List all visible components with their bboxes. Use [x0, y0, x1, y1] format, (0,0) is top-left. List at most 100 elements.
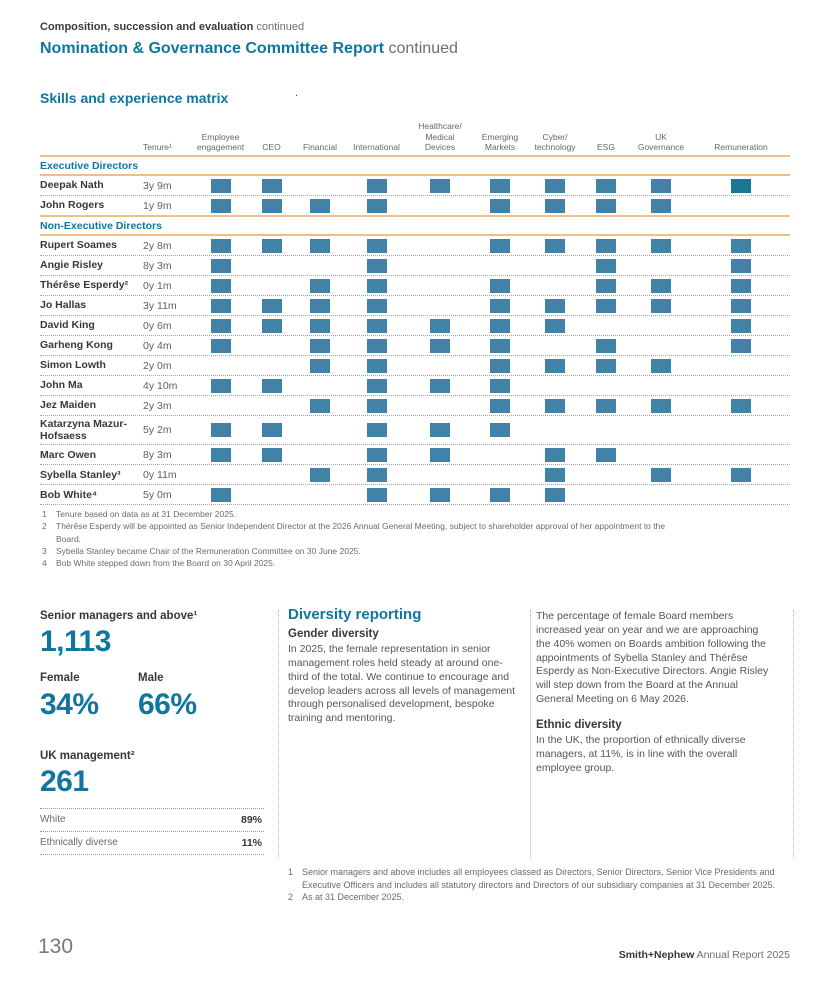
skill-mark-cell	[472, 338, 528, 353]
skill-mark-cell	[248, 238, 295, 253]
skill-mark-cell	[472, 198, 528, 213]
skill-mark	[430, 178, 450, 193]
director-name: Simon Lowth	[40, 359, 106, 372]
senior-managers-label: Senior managers and above¹	[40, 610, 198, 622]
ethnicity-value: 11%	[241, 836, 262, 849]
skill-mark-cell	[528, 358, 582, 373]
ethnic-diversity-text: In the UK, the proportion of ethnically …	[536, 734, 746, 774]
skill-mark	[430, 318, 450, 333]
skill-mark-cell	[472, 318, 528, 333]
skill-mark-cell	[472, 298, 528, 313]
matrix-footnote: 1 Tenure based on data as at 31 December …	[42, 508, 702, 520]
skill-mark-cell	[472, 178, 528, 193]
matrix-footnote: 2 Thérêse Esperdy will be appointed as Se…	[42, 520, 702, 545]
skill-mark	[210, 487, 231, 502]
skill-mark	[731, 298, 751, 313]
skill-mark-cell	[345, 258, 408, 273]
footnote-text: Senior managers and above includes all e…	[302, 867, 776, 890]
column-header-tenure: Tenure¹	[143, 142, 172, 152]
skill-mark	[490, 378, 510, 393]
ethnicity-label: Ethnically diverse	[40, 837, 118, 848]
ethnicity-row: White 89%	[40, 807, 264, 831]
skill-mark	[545, 178, 565, 193]
skill-mark-cell	[582, 298, 630, 313]
skill-mark-cell	[692, 338, 790, 353]
skill-mark	[210, 338, 231, 353]
skill-mark-cell	[582, 447, 630, 462]
skill-mark	[430, 338, 450, 353]
skill-mark	[490, 298, 510, 313]
director-tenure: 2y 8m	[143, 239, 172, 252]
stray-dot: .	[295, 87, 299, 99]
skill-mark	[210, 198, 231, 213]
matrix-row: John Ma 4y 10m	[40, 376, 790, 396]
column-header-skill-0: Employee engagement	[196, 131, 245, 152]
skill-mark	[545, 398, 565, 413]
skill-mark-cell	[528, 398, 582, 413]
column-header-skill-1: CEO	[262, 141, 281, 152]
board-diversity-text: The percentage of female Board members i…	[536, 610, 769, 706]
skill-mark-cell	[528, 238, 582, 253]
skill-mark-cell	[345, 278, 408, 293]
skill-mark-cell	[692, 278, 790, 293]
skill-mark	[545, 487, 565, 502]
skill-mark	[210, 238, 231, 253]
skill-mark	[261, 378, 282, 393]
skill-mark	[596, 238, 616, 253]
skill-mark-cell	[472, 487, 528, 502]
footnote-number: 2	[42, 521, 47, 532]
skill-mark-cell	[345, 318, 408, 333]
skill-mark-cell	[248, 318, 295, 333]
ethnicity-row: Ethnically diverse 11%	[40, 830, 264, 855]
skill-mark	[490, 178, 510, 193]
matrix-header-row: Tenure¹ Employee engagement CEO Financial In…	[40, 112, 790, 157]
skill-mark-cell	[582, 398, 630, 413]
skill-mark-cell	[582, 238, 630, 253]
skill-mark-cell	[248, 178, 295, 193]
skill-mark-cell	[345, 378, 408, 393]
skill-mark	[651, 358, 671, 373]
skill-mark-cell	[295, 238, 345, 253]
matrix-heading: Skills and experience matrix	[40, 90, 229, 106]
skill-mark-cell	[472, 358, 528, 373]
skill-mark-cell	[345, 423, 408, 438]
skill-mark-cell	[582, 358, 630, 373]
matrix-row: Garheng Kong 0y 4m	[40, 336, 790, 356]
skill-mark	[366, 338, 387, 353]
footnote-number: 4	[42, 558, 47, 569]
skill-mark-cell	[248, 298, 295, 313]
gender-split: Female 34% Male 66%	[40, 672, 264, 721]
ethnic-diversity-heading: Ethnic diversity	[536, 719, 622, 732]
skill-mark-cell	[248, 423, 295, 438]
footnote-text: Sybella Stanley became Chair of the Remu…	[56, 545, 361, 556]
column-header-skill-8: UK Governance	[637, 131, 685, 152]
skill-mark-cell	[295, 358, 345, 373]
director-name: Thérêse Esperdy²	[40, 279, 129, 292]
director-tenure: 5y 2m	[143, 424, 172, 437]
skill-mark-cell	[193, 318, 248, 333]
column-divider-right	[793, 610, 794, 858]
skill-mark-cell	[472, 423, 528, 438]
column-divider-left	[278, 610, 279, 858]
skill-mark	[310, 358, 330, 373]
footnote-number: 1	[288, 867, 294, 877]
diversity-column: Diversity reporting Gender diversity In …	[288, 606, 516, 726]
senior-managers-value: 1,113	[40, 625, 111, 658]
skill-mark-cell	[692, 258, 790, 273]
column-header-skill-6: Cyber/ technology	[534, 131, 576, 152]
skill-mark	[366, 258, 387, 273]
skill-mark-cell	[345, 338, 408, 353]
skill-mark	[366, 358, 387, 373]
skill-mark	[310, 398, 330, 413]
skill-mark	[651, 178, 671, 193]
matrix-row: Simon Lowth 2y 0m	[40, 356, 790, 376]
skill-mark	[430, 487, 450, 502]
footer-brand-rest: Annual Report 2025	[694, 949, 790, 961]
female-label: Female	[40, 671, 80, 684]
skill-mark	[731, 338, 751, 353]
breadcrumb-section: Composition, succession and evaluation	[40, 21, 254, 33]
gender-diversity-text: In 2025, the female representation in se…	[288, 643, 516, 725]
footnote-number: 2	[288, 892, 294, 903]
skill-mark	[210, 378, 231, 393]
